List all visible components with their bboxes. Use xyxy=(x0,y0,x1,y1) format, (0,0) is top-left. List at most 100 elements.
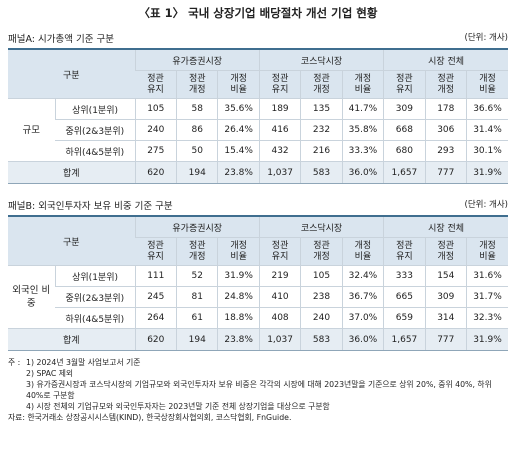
cell: 314 xyxy=(424,307,467,329)
row-label: 상위(1분위) xyxy=(54,98,136,120)
cell: 240 xyxy=(134,119,177,141)
header-line: 정관 xyxy=(271,240,289,251)
cell: 416 xyxy=(258,119,301,141)
cell: 31.7% xyxy=(466,286,508,308)
header-line: 비율 xyxy=(479,251,496,262)
header-line: 정관 xyxy=(313,73,330,84)
cell: 408 xyxy=(258,307,301,329)
note-prefix xyxy=(8,379,26,401)
notes: 주 : 1) 2024년 3월말 사업보고서 기준 2) SPAC 제외 3) 유가증… xyxy=(8,357,508,423)
header-line: 유지 xyxy=(271,251,289,262)
panel-label: 패널A: 시가총액 기준 구분 xyxy=(8,34,114,45)
cell: 37.0% xyxy=(341,307,384,329)
total-label: 합계 xyxy=(8,161,136,184)
cell: 1,657 xyxy=(383,328,426,351)
header-line: 개정 xyxy=(313,84,330,95)
header-line: 개정 xyxy=(188,251,206,262)
header-line: 정관 xyxy=(147,73,164,84)
data-row: 하위(4&5분위) 264 61 18.8% 408 240 37.0% 659 314 32.3… xyxy=(8,307,508,329)
header-cell: 정관 유지 xyxy=(135,237,177,266)
header-line: 개정 xyxy=(230,73,247,84)
header-cell: 개정 비율 xyxy=(466,237,508,266)
note-row: 3) 유가증권시장과 코스닥시장의 기업규모와 외국인투자자 보유 비중은 각각… xyxy=(8,379,508,401)
header-cell: 정관 개정 xyxy=(424,237,467,266)
cell: 61 xyxy=(176,307,218,329)
cell: 105 xyxy=(300,265,343,287)
header-cell: 정관 유지 xyxy=(383,237,426,266)
header-cell: 구분 xyxy=(8,215,136,266)
note-row: 4) 시장 전체의 기업규모와 외국인투자자는 2023년말 기준 전체 상장기… xyxy=(8,401,508,412)
header-cell: 개정 비율 xyxy=(341,70,384,99)
cell: 111 xyxy=(134,265,177,287)
header-line: 개정 xyxy=(479,240,496,251)
cell: 1,657 xyxy=(383,161,426,184)
table: 구분 유가증권시장 코스닥시장 시장 전체 정관 유지 정관 개정 개정 비율 정관 유지 정관 개정 개정… xyxy=(8,215,508,351)
table: 구분 유가증권시장 코스닥시장 시장 전체 정관 유지 정관 개정 개정 비율 정관 유지 정관 개정 개정… xyxy=(8,48,508,184)
cell: 36.0% xyxy=(341,161,384,184)
cell: 50 xyxy=(176,140,218,162)
cell: 306 xyxy=(424,119,467,141)
data-row: 규모 상위(1분위) 105 58 35.6% 189 135 41.7% 309 178 36.6… xyxy=(8,98,508,162)
cell: 36.0% xyxy=(341,328,384,351)
header-cell: 개정 비율 xyxy=(341,237,384,266)
data-row: 외국인 비중 상위(1분위) 111 52 31.9% 219 105 32.4% 333 154… xyxy=(8,265,508,329)
header-line: 개정 xyxy=(313,251,330,262)
cell: 668 xyxy=(383,119,426,141)
header-row: 구분 유가증권시장 코스닥시장 시장 전체 xyxy=(8,48,508,99)
header-cell: 정관 유지 xyxy=(258,237,301,266)
cell: 620 xyxy=(134,161,177,184)
data-row: 하위(4&5분위) 275 50 15.4% 432 216 33.3% 680 293 30.1… xyxy=(8,140,508,162)
header-cell: 정관 개정 xyxy=(300,237,343,266)
row-group: 규모 xyxy=(8,98,56,162)
panels: 패널A: 시가총액 기준 구분 (단위: 개사) 구분 유가증권시장 코스닥시장 시장 전… xyxy=(0,31,516,351)
cell: 35.8% xyxy=(341,119,384,141)
cell: 680 xyxy=(383,140,426,162)
header-cell: 정관 유지 xyxy=(258,70,301,99)
cell: 189 xyxy=(258,98,301,120)
cell: 309 xyxy=(383,98,426,120)
cell: 264 xyxy=(134,307,177,329)
cell: 178 xyxy=(424,98,467,120)
cell: 26.4% xyxy=(217,119,260,141)
header-cell: 정관 개정 xyxy=(424,70,467,99)
header-cell: 유가증권시장 xyxy=(134,215,260,238)
header-line: 유지 xyxy=(271,84,289,95)
header-cell: 구분 xyxy=(8,48,136,99)
cell: 154 xyxy=(424,265,467,287)
header-line: 비율 xyxy=(479,84,496,95)
cell: 135 xyxy=(300,98,343,120)
header-line: 개정 xyxy=(230,240,247,251)
cell: 23.8% xyxy=(217,161,260,184)
cell: 777 xyxy=(424,328,467,351)
header-line: 비율 xyxy=(354,84,372,95)
total-label: 합계 xyxy=(8,328,136,351)
header-cell: 정관 개정 xyxy=(176,237,218,266)
data-row: 중위(2&3분위) 245 81 24.8% 410 238 36.7% 665 309 31.7… xyxy=(8,286,508,308)
cell: 36.6% xyxy=(466,98,508,120)
cell: 23.8% xyxy=(217,328,260,351)
unit: (단위: 개사) xyxy=(464,200,508,210)
header-cell: 정관 개정 xyxy=(300,70,343,99)
header-line: 정관 xyxy=(188,73,206,84)
header-line: 유지 xyxy=(396,84,413,95)
note: 2) SPAC 제외 xyxy=(26,369,74,378)
cell: 583 xyxy=(300,161,343,184)
cell: 31.6% xyxy=(466,265,508,287)
panel-label: 패널B: 외국인투자자 보유 비중 기준 구분 xyxy=(8,201,173,212)
cell: 32.4% xyxy=(341,265,384,287)
header-cell: 정관 유지 xyxy=(383,70,426,99)
header-line: 개정 xyxy=(354,73,372,84)
total-row: 합계 620 194 23.8% 1,037 583 36.0% 1,657 777 31.9% xyxy=(8,328,508,351)
cell: 275 xyxy=(134,140,177,162)
unit: (단위: 개사) xyxy=(464,33,508,43)
row-label: 상위(1분위) xyxy=(54,265,136,287)
header-line: 정관 xyxy=(313,240,330,251)
row-label: 하위(4&5분위) xyxy=(55,140,136,162)
data-row: 중위(2&3분위) 240 86 26.4% 416 232 35.8% 668 306 31.4… xyxy=(8,119,508,141)
header-line: 정관 xyxy=(188,240,206,251)
header-cell: 코스닥시장 xyxy=(258,215,384,238)
note-prefix xyxy=(8,401,26,412)
note: 4) 시장 전체의 기업규모와 외국인투자자는 2023년말 기준 전체 상장기… xyxy=(26,402,330,411)
header-line: 정관 xyxy=(437,240,455,251)
cell: 31.9% xyxy=(217,265,260,287)
